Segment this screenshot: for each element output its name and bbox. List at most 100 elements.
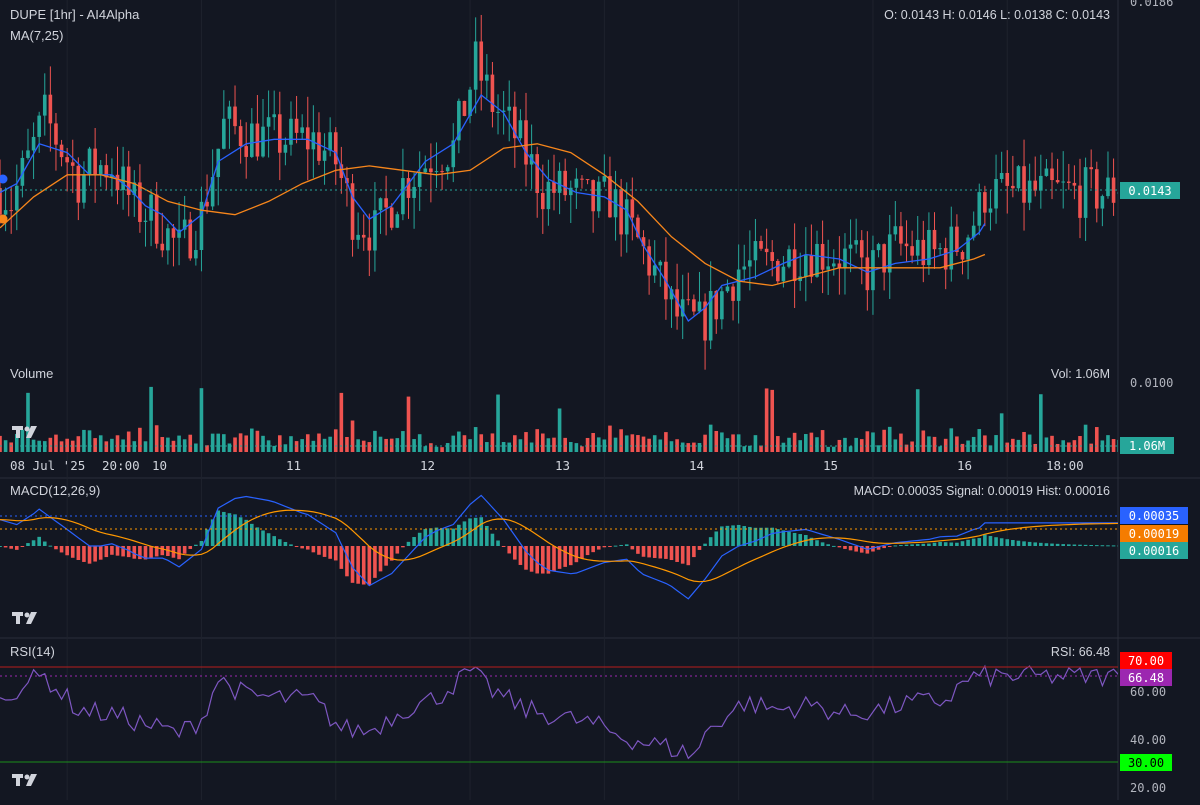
candle-body — [999, 172, 1004, 179]
candle-body — [708, 290, 713, 341]
rsi-tick-20: 20.00 — [1130, 781, 1166, 795]
macd-hist-bar — [692, 546, 696, 558]
volume-bar — [361, 440, 366, 452]
macd-hist-bar — [149, 546, 153, 558]
macd-hist-bar — [501, 546, 506, 547]
candle-body — [166, 228, 170, 251]
volume-bar — [1111, 439, 1116, 452]
signal-tag-text: 0.00019 — [1129, 527, 1180, 541]
macd-hist-bar — [966, 539, 970, 546]
candle-body — [42, 94, 47, 116]
volume-bar — [748, 445, 752, 452]
macd-hist-bar — [652, 546, 657, 558]
macd-hist-bar — [87, 546, 92, 564]
macd-hist-bar — [697, 546, 702, 550]
candle-body — [669, 289, 674, 300]
volume-bar — [1016, 439, 1021, 452]
volume-bar — [311, 440, 316, 452]
volume-bar — [966, 440, 970, 452]
volume-bar — [557, 408, 562, 452]
signal-line — [0, 509, 1118, 583]
candle-body — [1089, 167, 1093, 170]
volume-bar — [373, 430, 377, 452]
macd-hist-bar — [1044, 543, 1049, 546]
hist-tag-text: 0.00016 — [1129, 544, 1180, 558]
volume-bar — [753, 435, 758, 452]
volume-bar — [1106, 435, 1110, 452]
volume-bar — [619, 429, 623, 452]
macd-hist-bar — [977, 538, 982, 546]
macd-hist-bar — [1016, 540, 1021, 546]
volume-bar — [524, 432, 528, 452]
macd-hist-bar — [417, 532, 422, 546]
candle-body — [289, 118, 293, 145]
macd-hist-bar — [725, 525, 730, 546]
volume-bar — [322, 438, 327, 452]
volume-bar — [1083, 424, 1088, 452]
candle-body — [473, 41, 478, 90]
candle-body — [339, 164, 344, 179]
volume-bar — [686, 443, 691, 452]
volume-bar — [1022, 431, 1026, 452]
macd-hist-bar — [1011, 540, 1015, 546]
macd-hist-bar — [65, 546, 69, 556]
macd-hist-bar — [445, 528, 450, 546]
volume-bar — [680, 442, 685, 452]
macd-hist-bar — [244, 519, 249, 546]
volume-bar — [26, 392, 30, 452]
candle-body — [373, 210, 377, 251]
candle-body — [658, 261, 663, 266]
macd-hist-bar — [98, 546, 103, 560]
candle-body — [233, 106, 237, 127]
last-price-tag — [1120, 182, 1180, 199]
macd-hist-bar — [831, 545, 836, 547]
candle-body — [647, 246, 651, 276]
candle-body — [524, 120, 528, 165]
candle-body — [809, 255, 814, 277]
macd-hist-bar — [1083, 544, 1088, 546]
hist-tag — [1120, 542, 1188, 559]
macd-hist-bar — [451, 528, 456, 546]
macd-hist-bar — [921, 543, 926, 546]
candle-body — [988, 208, 993, 213]
candle-body — [921, 239, 926, 266]
candle-body — [171, 228, 176, 238]
volume-bar — [815, 437, 819, 452]
candle-body — [154, 194, 159, 244]
macd-hist-bar — [132, 546, 137, 559]
candle-body — [328, 132, 332, 151]
rsi-tick-60: 60.00 — [1130, 685, 1166, 699]
time-label-2000: 20:00 — [102, 458, 140, 473]
macd-hist-bar — [1067, 544, 1071, 546]
volume-bar — [350, 420, 355, 452]
candle-body — [748, 260, 752, 267]
macd-hist-bar — [121, 546, 125, 557]
macd-hist-bar — [1022, 541, 1026, 546]
macd-hist-bar — [1111, 545, 1116, 547]
volume-bar — [641, 436, 646, 452]
macd-hist-bar — [283, 541, 288, 546]
candle-body — [955, 226, 959, 253]
candle-body — [423, 168, 428, 173]
volume-bar — [848, 446, 853, 452]
candle-body — [518, 120, 523, 139]
volume-bar — [401, 431, 405, 452]
volume-bar — [647, 438, 651, 452]
candle-body — [882, 244, 886, 273]
volume-bar — [367, 442, 372, 452]
candle-body — [294, 118, 299, 133]
macd-hist-bar — [837, 546, 842, 548]
macd-hist-bar — [748, 526, 752, 546]
volume-bar — [781, 442, 786, 452]
volume-bar — [921, 430, 926, 452]
macd-hist-bar — [1100, 545, 1105, 547]
volume-bar — [932, 436, 937, 452]
macd-hist-bar — [557, 546, 562, 569]
macd-hist-bar — [26, 543, 30, 546]
macd-hist-bar — [843, 546, 847, 549]
macd-hist-bar — [294, 546, 299, 547]
tradingview-logo-icon — [12, 612, 37, 624]
volume-bar — [227, 443, 232, 452]
time-label-1800: 18:00 — [1046, 458, 1084, 473]
macd-hist-bar — [507, 546, 512, 554]
